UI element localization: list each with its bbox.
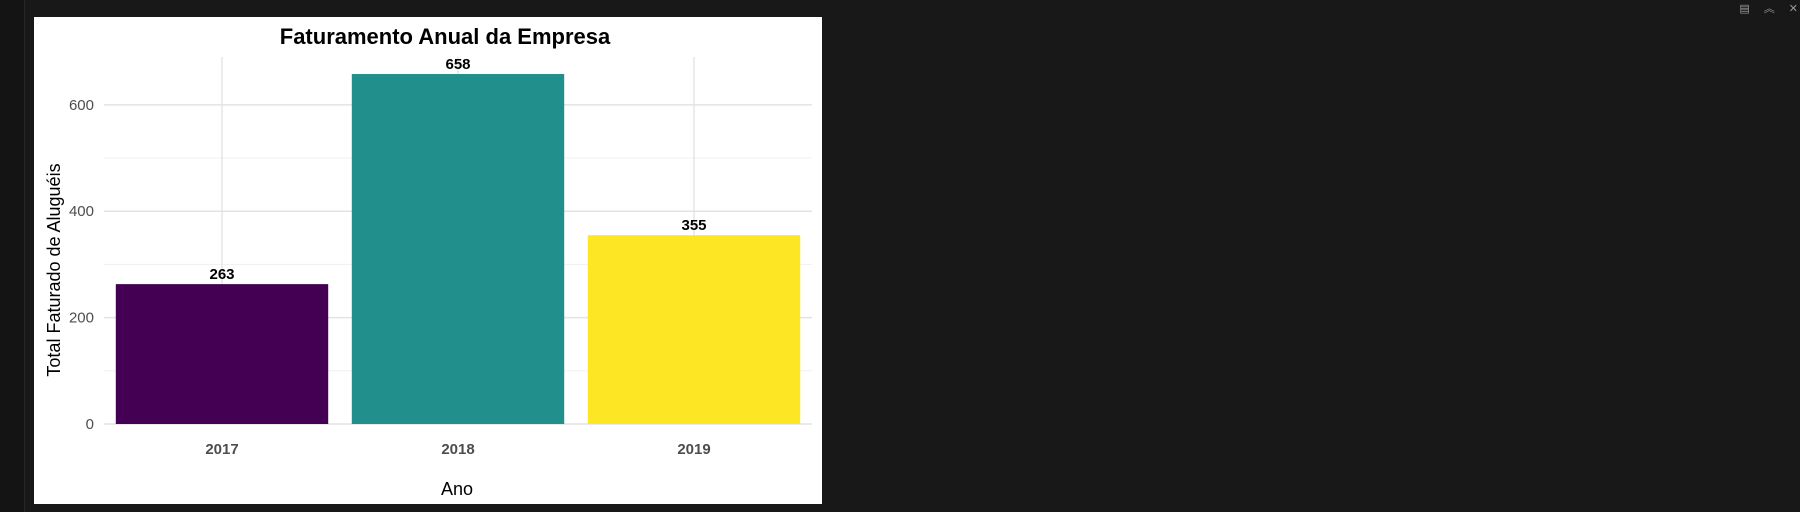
plot-toolbar: ▤ ︽ ✕ xyxy=(1739,0,1800,16)
editor-gutter xyxy=(0,0,25,512)
collapse-panel-icon[interactable]: ︽ xyxy=(1763,1,1775,15)
x-tick-label-2017: 2017 xyxy=(205,441,238,458)
y-tick-label: 600 xyxy=(69,97,94,114)
bar-2018 xyxy=(351,74,565,424)
x-tick-label-2019: 2019 xyxy=(677,441,710,458)
y-tick-label: 0 xyxy=(86,416,94,433)
data-label-2017: 263 xyxy=(209,266,234,283)
data-label-2018: 658 xyxy=(445,56,470,73)
data-label-2019: 355 xyxy=(681,217,706,234)
bar-2019 xyxy=(587,235,801,424)
chart-title: Faturamento Anual da Empresa xyxy=(280,24,611,49)
bars xyxy=(115,74,801,424)
plot-panel: 263 658 355 0 200 400 600 2017 2018 2019 Fatura… xyxy=(34,17,822,504)
bar-2017 xyxy=(115,284,329,424)
y-axis-ticks: 0 200 400 600 xyxy=(69,97,94,433)
y-tick-label: 400 xyxy=(69,203,94,220)
clear-console-icon[interactable]: ▤ xyxy=(1739,1,1750,15)
x-axis-ticks: 2017 2018 2019 xyxy=(205,441,710,458)
bar-chart: 263 658 355 0 200 400 600 2017 2018 2019 Fatura… xyxy=(44,24,812,499)
y-axis-label: Total Faturado de Aluguéis xyxy=(44,163,64,376)
bar-data-labels: 263 658 355 xyxy=(209,56,706,283)
close-panel-icon[interactable]: ✕ xyxy=(1788,1,1798,15)
y-tick-label: 200 xyxy=(69,310,94,327)
x-axis-label: Ano xyxy=(441,479,473,499)
x-tick-label-2018: 2018 xyxy=(441,441,474,458)
